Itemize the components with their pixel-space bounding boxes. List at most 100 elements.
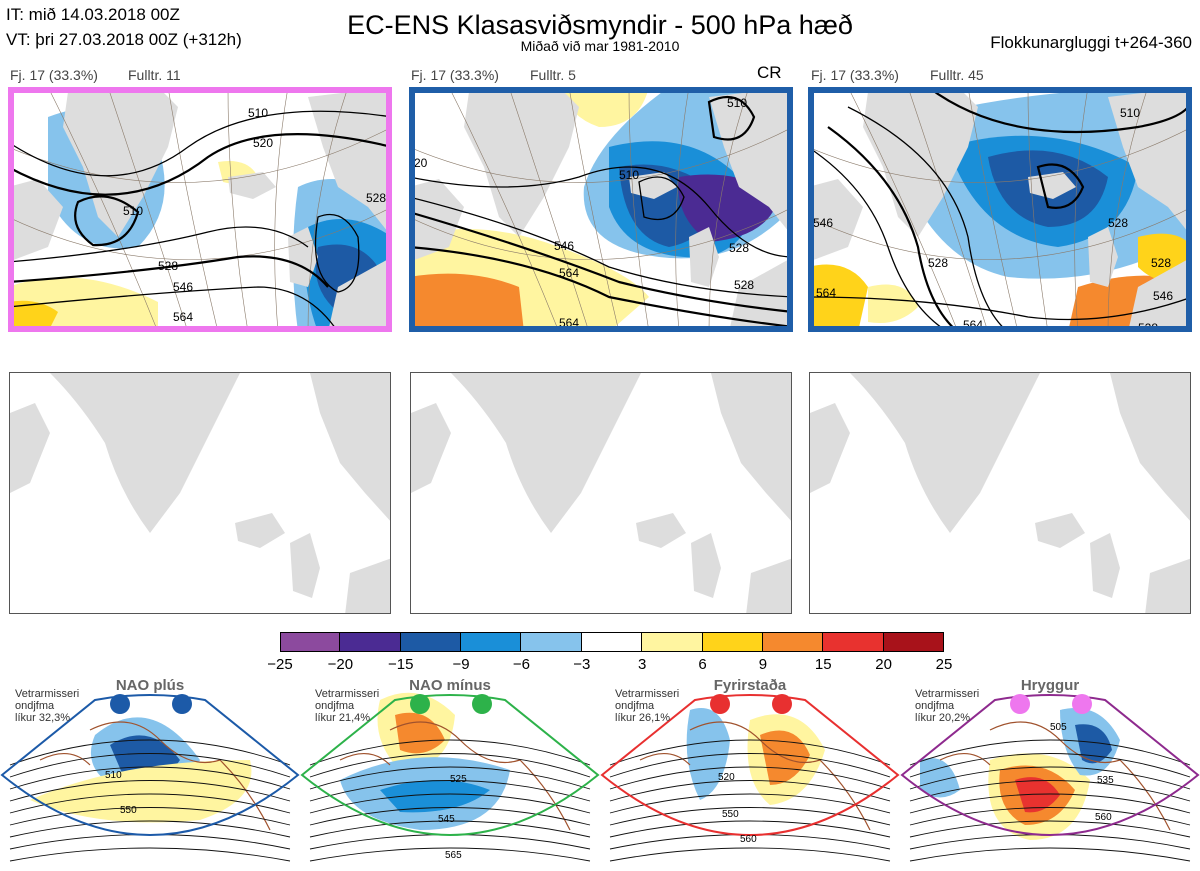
europe-land — [345, 558, 390, 613]
contour-label: 564 — [816, 286, 836, 300]
contour-label: 546 — [554, 239, 574, 253]
colorbar-tick-label: −9 — [452, 656, 470, 673]
height-contour — [847, 106, 1009, 332]
graticule-line — [1107, 87, 1149, 332]
colorbar-tick-label: 15 — [814, 656, 832, 673]
regime-contour — [309, 753, 591, 778]
graticule-line — [1074, 87, 1089, 332]
regime-contour — [9, 847, 291, 862]
contour-label: 546 — [1153, 289, 1173, 303]
canada-land — [411, 403, 451, 493]
graticule-line — [307, 87, 349, 332]
regime-contour — [609, 739, 891, 766]
regime-contour — [909, 780, 1191, 802]
regime-anomaly-shading — [920, 758, 960, 798]
regime-contour — [309, 834, 591, 850]
cluster-1-label: Fj. 17 (33.3%) — [10, 67, 98, 83]
contour-label: 510 — [123, 204, 143, 218]
regime-note: Vetrarmisseri ondjfma líkur 20,2% — [915, 688, 979, 724]
regime-title: Fyrirstaða — [713, 677, 787, 694]
height-contour — [1036, 163, 1085, 209]
regime-anomaly-shading — [380, 780, 490, 813]
graticule-line — [274, 87, 289, 332]
regime-title: Hryggur — [1020, 677, 1080, 694]
regime-contour — [909, 820, 1191, 838]
regime-anomaly-shading — [1075, 724, 1112, 764]
regime-frame — [600, 694, 900, 836]
anomaly-shading — [808, 264, 868, 332]
contour-label: 564 — [173, 310, 193, 324]
chart-title: EC-ENS Klasasviðsmyndir - 500 hPa hæð — [347, 10, 853, 40]
colorbar-tick-label: −15 — [387, 656, 414, 673]
regime-coastline — [89, 721, 271, 831]
colorbar-tick-label: 20 — [875, 656, 892, 673]
graticule-line — [8, 126, 392, 183]
regime-contour — [909, 739, 1191, 766]
height-contour — [409, 245, 793, 329]
valid-time: VT: þri 27.03.2018 00Z (+312h) — [6, 30, 242, 49]
cluster-2-rep: Fulltr. 5 — [530, 67, 576, 83]
cluster-1-map: 510 520 510 528 546 564 528 — [8, 87, 392, 332]
regime-coastline — [389, 721, 571, 831]
regime-contour — [909, 847, 1191, 862]
contour-label: 510 — [727, 96, 747, 110]
height-contour — [808, 296, 1192, 321]
initial-time: IT: mið 14.03.2018 00Z — [6, 5, 180, 24]
regime-contour-label: 560 — [1095, 812, 1112, 823]
height-contour — [707, 95, 756, 141]
regime-title: NAO mínus — [409, 677, 491, 694]
cluster-3-label: Fj. 17 (33.3%) — [811, 67, 899, 83]
regime-contour — [309, 766, 591, 790]
regime-anomaly-shading — [686, 708, 730, 800]
cluster-frame — [409, 87, 793, 332]
regime-coastline — [689, 721, 871, 831]
scandinavia-land — [308, 87, 392, 237]
anomaly-shading — [409, 273, 524, 332]
regime-marker-dot — [772, 694, 792, 714]
height-contour — [409, 166, 793, 258]
panel-svg — [411, 373, 791, 613]
regime-note-line: líkur 32,3% — [15, 712, 71, 724]
regime-anomaly-shading — [1015, 777, 1060, 813]
regime-contour-label: 560 — [740, 834, 757, 845]
graticule-line — [568, 87, 620, 332]
graticule-line — [409, 126, 793, 183]
cluster-2-tag: CR — [757, 63, 782, 82]
regime-note-line: Vetrarmisseri — [15, 688, 80, 700]
colorbar — [280, 632, 944, 652]
blank-map-1 — [9, 372, 391, 614]
colorbar-bin — [642, 632, 703, 652]
graticule-line — [409, 206, 793, 260]
panel-svg: 510 520 510 528 546 564 528 — [8, 87, 392, 332]
regime-contour — [9, 739, 291, 766]
cluster-1-rep: Fulltr. 11 — [128, 67, 181, 83]
regime-coastline — [989, 721, 1171, 831]
anomaly-shading — [559, 87, 649, 127]
contour-label: 520 — [253, 136, 273, 150]
regime-note-line: ondjfma — [15, 700, 55, 712]
colorbar-bin — [823, 632, 884, 652]
contour-label: 546 — [813, 216, 833, 230]
regime-contour — [909, 753, 1191, 778]
colorbar-tick-label: −3 — [573, 656, 591, 673]
regime-contour — [309, 847, 591, 862]
regime-coastline — [39, 753, 91, 766]
regime-contour-label: 505 — [1050, 722, 1067, 733]
scandinavia-land — [1108, 87, 1192, 237]
regime-note-line: ondjfma — [315, 700, 355, 712]
regime-marker-dot — [172, 694, 192, 714]
regime-contour-label: 520 — [718, 772, 735, 783]
height-contour — [8, 133, 392, 196]
colorbar-tick-label: −25 — [267, 656, 293, 673]
regime-contour-label: 525 — [450, 774, 467, 785]
graticule-line — [847, 87, 959, 332]
regime-title: NAO plús — [115, 677, 185, 694]
scandinavia-land — [1110, 373, 1190, 521]
regime-coastline — [939, 753, 991, 766]
colorbar-bin — [461, 632, 522, 652]
colorbar-tick-label: 3 — [638, 656, 647, 673]
greenland-land — [50, 373, 240, 533]
contour-label: 564 — [559, 266, 579, 280]
regime-frame — [300, 694, 600, 836]
